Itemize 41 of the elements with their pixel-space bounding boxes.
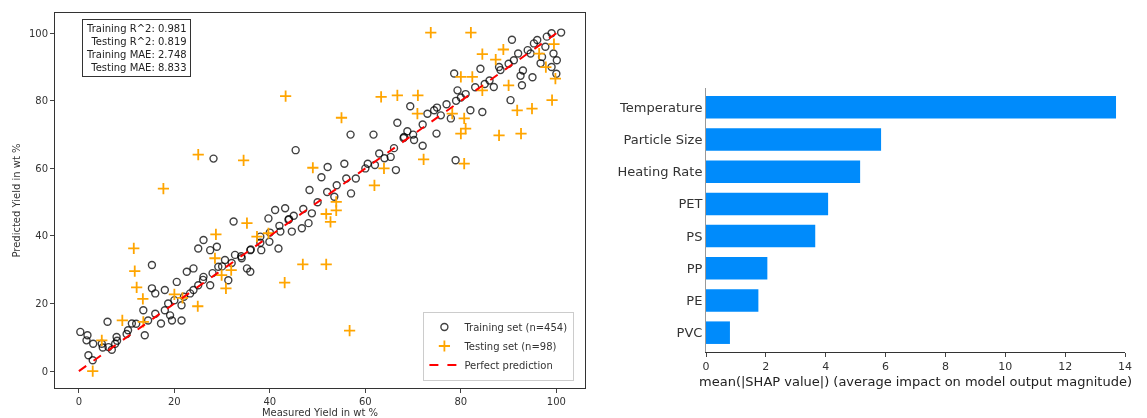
x-tick-label: 20 xyxy=(168,396,181,407)
annotation: Training R^2: 0.981 Testing R^2: 0.819 Training MAE: 2.748 Testing MAE: 8.833 xyxy=(86,23,187,73)
x-tick-label: 4 xyxy=(822,360,830,374)
y-tick-label: PVC xyxy=(676,325,703,341)
bar xyxy=(706,289,759,312)
y-tick-label: Temperature xyxy=(619,99,703,115)
x-tick-label: 12 xyxy=(1058,360,1073,374)
bar xyxy=(706,224,816,248)
legend-label: Testing set (n=98) xyxy=(463,340,557,352)
x-tick-label: 2 xyxy=(762,360,770,374)
y-tick-label: PE xyxy=(686,293,703,309)
bar xyxy=(706,321,730,344)
bar xyxy=(706,128,882,151)
y-tick-label: 60 xyxy=(35,162,48,174)
bar xyxy=(706,160,861,183)
x-tick-label: 100 xyxy=(546,396,566,407)
x-tick-label: 8 xyxy=(941,360,949,374)
y-tick-label: 80 xyxy=(35,95,48,107)
y-axis-title: Predicted Yield in wt % xyxy=(10,143,22,258)
bar xyxy=(706,96,1117,119)
x-tick-label: 14 xyxy=(1118,360,1132,374)
x-tick-label: 40 xyxy=(263,396,277,407)
x-tick-label: 6 xyxy=(882,360,890,374)
y-tick-label: Heating Rate xyxy=(617,164,703,180)
bar xyxy=(706,192,829,216)
x-tick-label: 0 xyxy=(75,396,83,407)
y-tick-label: PP xyxy=(686,260,703,276)
x-tick-label: 60 xyxy=(358,396,372,407)
x-tick-label: 10 xyxy=(998,360,1013,374)
x-axis-title: Measured Yield in wt % xyxy=(261,407,379,418)
legend-label: Training set (n=454) xyxy=(463,321,568,333)
x-axis-title: mean(|SHAP value|) (average impact on model output magnitude) xyxy=(699,373,1132,389)
bar xyxy=(706,257,768,280)
y-tick-label: PET xyxy=(678,196,703,212)
legend-label: Perfect prediction xyxy=(464,359,553,371)
y-tick-label: 100 xyxy=(28,27,48,39)
y-tick-label: 40 xyxy=(35,230,48,242)
y-tick-label: Particle Size xyxy=(623,132,703,148)
x-tick-label: 80 xyxy=(454,396,468,407)
y-tick-label: 20 xyxy=(35,298,48,310)
y-tick-label: PS xyxy=(686,228,703,244)
